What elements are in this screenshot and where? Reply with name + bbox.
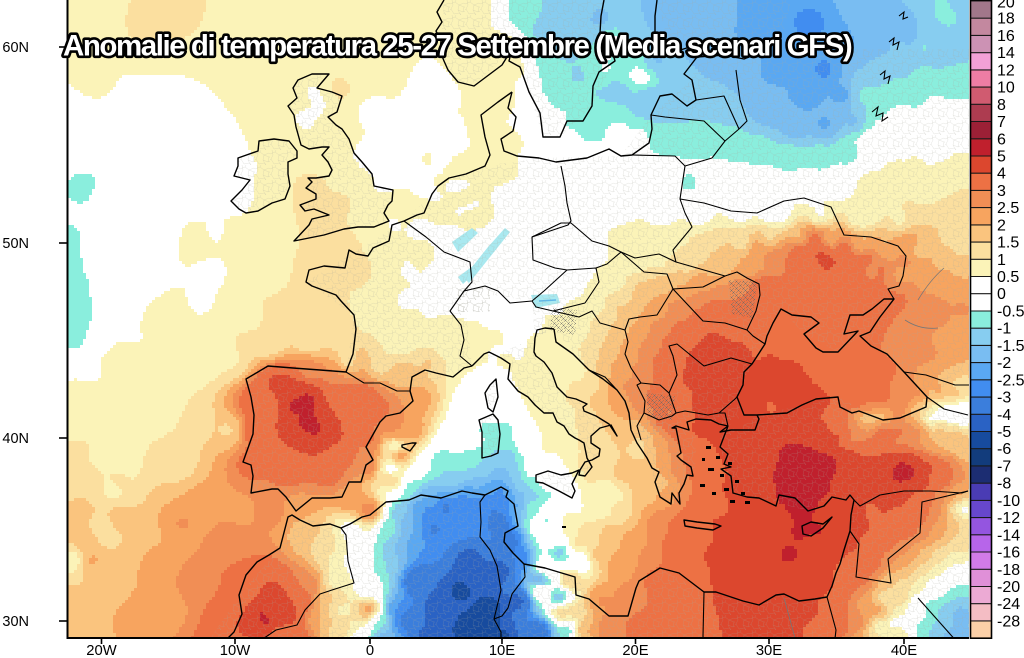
svg-text:-28: -28 — [997, 613, 1020, 630]
svg-text:-12: -12 — [997, 510, 1020, 527]
svg-text:-2: -2 — [997, 355, 1011, 372]
svg-text:30N: 30N — [2, 614, 29, 630]
svg-text:4: 4 — [997, 166, 1006, 183]
svg-text:0: 0 — [997, 286, 1006, 303]
svg-text:40E: 40E — [891, 643, 917, 658]
svg-text:-10: -10 — [997, 493, 1020, 510]
svg-text:-3: -3 — [997, 390, 1011, 407]
svg-text:5: 5 — [997, 149, 1006, 166]
svg-text:-5: -5 — [997, 424, 1011, 441]
svg-text:10W: 10W — [220, 643, 250, 658]
svg-text:50N: 50N — [2, 236, 29, 252]
svg-text:60N: 60N — [2, 40, 29, 56]
svg-text:20E: 20E — [622, 643, 648, 658]
svg-text:-4: -4 — [997, 407, 1011, 424]
svg-text:7: 7 — [997, 114, 1006, 131]
svg-text:-24: -24 — [997, 596, 1020, 613]
svg-text:18: 18 — [997, 11, 1015, 28]
svg-text:8: 8 — [997, 97, 1006, 114]
svg-text:10E: 10E — [489, 643, 515, 658]
svg-text:1: 1 — [997, 252, 1006, 269]
svg-text:40N: 40N — [2, 431, 29, 447]
svg-text:3: 3 — [997, 183, 1006, 200]
svg-text:-20: -20 — [997, 579, 1020, 596]
svg-text:20: 20 — [997, 0, 1015, 12]
svg-text:-18: -18 — [997, 562, 1020, 579]
svg-text:2: 2 — [997, 217, 1006, 234]
svg-text:6: 6 — [997, 131, 1006, 148]
svg-text:-7: -7 — [997, 458, 1011, 475]
svg-text:30E: 30E — [756, 643, 782, 658]
svg-text:-0.5: -0.5 — [997, 304, 1024, 321]
svg-text:-8: -8 — [997, 476, 1011, 493]
svg-text:14: 14 — [997, 45, 1015, 62]
svg-text:1.5: 1.5 — [997, 235, 1019, 252]
svg-text:0: 0 — [366, 643, 374, 658]
svg-text:0.5: 0.5 — [997, 269, 1019, 286]
svg-text:12: 12 — [997, 62, 1015, 79]
svg-text:-2.5: -2.5 — [997, 372, 1024, 389]
svg-text:-14: -14 — [997, 527, 1020, 544]
svg-text:Anomalie di temperatura 25-27: Anomalie di temperatura 25-27 Settembre … — [63, 30, 852, 63]
svg-text:16: 16 — [997, 28, 1015, 45]
svg-text:-1: -1 — [997, 321, 1011, 338]
svg-text:-16: -16 — [997, 545, 1020, 562]
svg-text:2.5: 2.5 — [997, 200, 1019, 217]
svg-text:20W: 20W — [86, 643, 116, 658]
svg-text:10: 10 — [997, 80, 1015, 97]
svg-text:-1.5: -1.5 — [997, 338, 1024, 355]
svg-text:-6: -6 — [997, 441, 1011, 458]
